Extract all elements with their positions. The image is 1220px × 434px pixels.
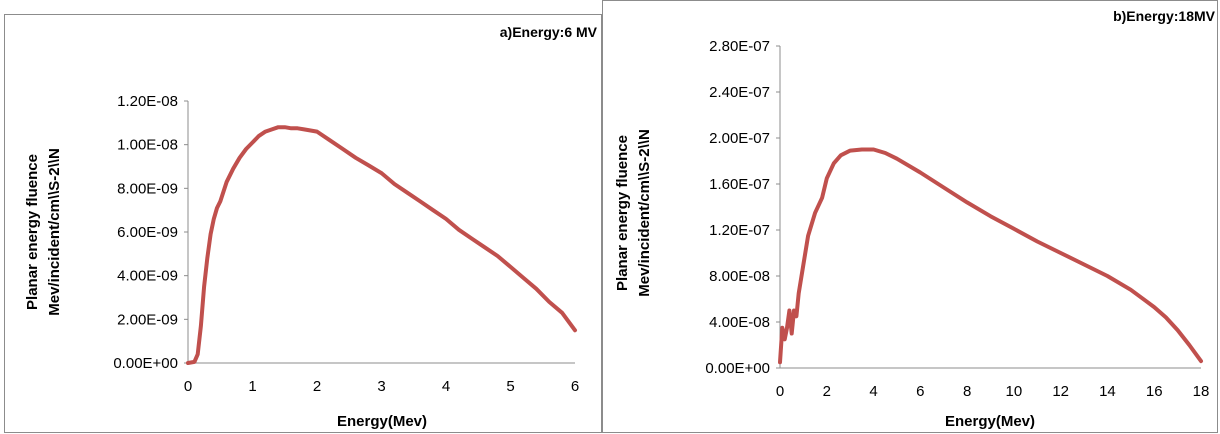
chart-a-x-tick-label: 1 bbox=[248, 378, 256, 395]
chart-b-x-tick-label: 10 bbox=[1006, 383, 1023, 400]
chart-b-x-tick-label: 12 bbox=[1052, 383, 1069, 400]
chart-a-y-tick-label: 6.00E-09 bbox=[117, 224, 178, 241]
chart-b-y-axis-label-line1: Planar energy fluence bbox=[614, 135, 631, 291]
chart-a-x-axis-label: Energy(Mev) bbox=[337, 413, 427, 430]
chart-a-y-axis-label-line2: Mev/incident/cm\\S-2\\N bbox=[46, 148, 63, 316]
chart-a-y-tick-label: 8.00E-09 bbox=[117, 180, 178, 197]
chart-a-y-tick-label: 4.00E-09 bbox=[117, 268, 178, 285]
chart-b-y-tick-label: 2.40E-07 bbox=[709, 84, 770, 101]
chart-b-y-tick-label: 0.00E+00 bbox=[705, 360, 770, 377]
chart-b-y-tick-label: 1.20E-07 bbox=[709, 222, 770, 239]
chart-b-x-axis-label: Energy(Mev) bbox=[945, 413, 1035, 430]
chart-panel-b: b)Energy:18MV 0.00E+00 4.00E-08 8.00E-08 1.… bbox=[602, 0, 1218, 433]
chart-b-x-tick-label: 16 bbox=[1146, 383, 1163, 400]
chart-b-y-tick-label: 4.00E-08 bbox=[709, 314, 770, 331]
chart-b-series-line bbox=[778, 147, 1203, 365]
chart-b-x-tick-label: 14 bbox=[1099, 383, 1116, 400]
chart-a-x-tick-label: 0 bbox=[184, 378, 192, 395]
chart-b-x-tick-label: 8 bbox=[963, 383, 971, 400]
chart-b-x-tick-label: 4 bbox=[869, 383, 877, 400]
chart-a-x-tick-label: 6 bbox=[571, 378, 579, 395]
chart-b-y-tick-label: 2.80E-07 bbox=[709, 38, 770, 55]
chart-a-series-line bbox=[186, 125, 577, 365]
chart-b-title: b)Energy:18MV bbox=[1113, 8, 1216, 24]
chart-b-x-tick-label: 18 bbox=[1193, 383, 1210, 400]
chart-a-x-tick-label: 4 bbox=[442, 378, 450, 395]
chart-a-y-tick-label: 1.00E-08 bbox=[117, 137, 178, 154]
chart-b-x-tick-label: 0 bbox=[776, 383, 784, 400]
chart-a-x-tick-label: 3 bbox=[377, 378, 385, 395]
chart-b-x-tick-label: 6 bbox=[916, 383, 924, 400]
chart-b-svg: b)Energy:18MV 0.00E+00 4.00E-08 8.00E-08 1.… bbox=[614, 8, 1216, 430]
chart-a-y-tick-label: 0.00E+00 bbox=[113, 355, 178, 372]
chart-a-x-tick-label: 5 bbox=[506, 378, 514, 395]
chart-b-y-axis-label-line2: Mev/incident/cm\\S-2\\N bbox=[636, 129, 653, 297]
chart-a-y-tick-label: 2.00E-09 bbox=[117, 311, 178, 328]
chart-panel-a: a)Energy:6 MV 0.00E+00 2.00E-09 4.00E-09 6.… bbox=[4, 14, 602, 433]
chart-b-y-tick-label: 2.00E-07 bbox=[709, 130, 770, 147]
chart-a-y-tick-label: 1.20E-08 bbox=[117, 93, 178, 110]
chart-a-x-tick-label: 2 bbox=[313, 378, 321, 395]
chart-a-title: a)Energy:6 MV bbox=[500, 24, 598, 40]
chart-a-svg: a)Energy:6 MV 0.00E+00 2.00E-09 4.00E-09 6.… bbox=[24, 24, 598, 430]
chart-b-x-tick-label: 2 bbox=[823, 383, 831, 400]
chart-b-y-tick-label: 1.60E-07 bbox=[709, 176, 770, 193]
chart-a-y-axis-label-line1: Planar energy fluence bbox=[24, 154, 41, 310]
chart-b-y-tick-label: 8.00E-08 bbox=[709, 268, 770, 285]
